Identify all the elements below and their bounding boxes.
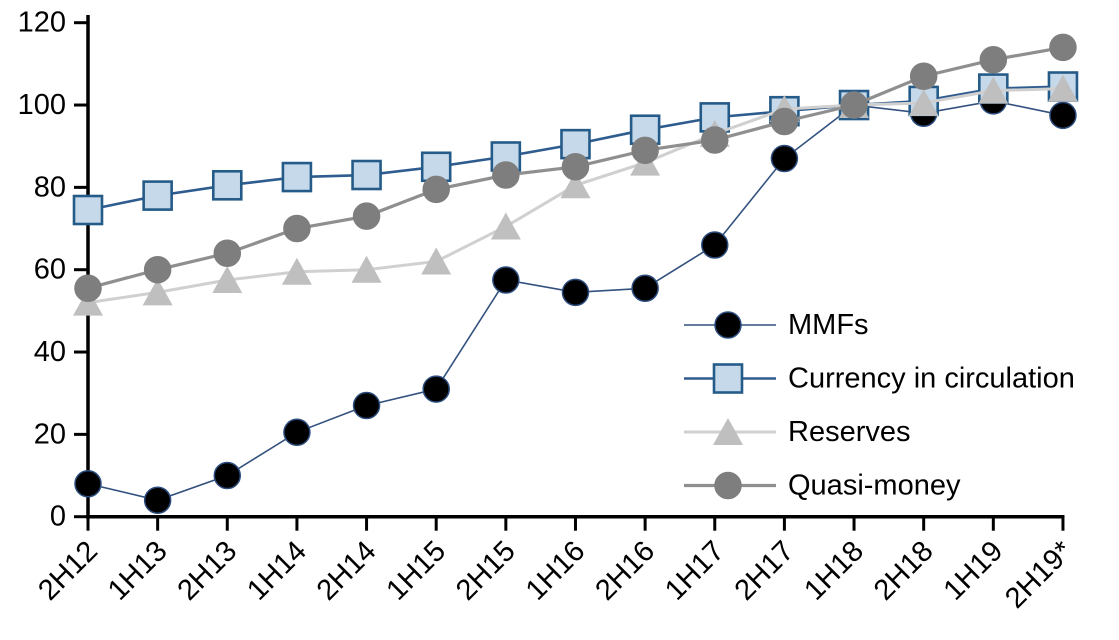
data-point-marker (143, 255, 172, 284)
x-tick-label: 1H14 (241, 535, 313, 607)
data-point-marker (631, 274, 659, 302)
x-tick-label: 1H15 (380, 535, 452, 607)
data-point-marker (281, 257, 312, 285)
legend-label: Quasi-money (788, 470, 961, 502)
x-tick-label: 1H18 (798, 535, 870, 607)
data-point-marker (213, 461, 242, 490)
data-point-marker (422, 375, 450, 403)
data-point-marker (492, 161, 520, 189)
x-tick-label: 2H18 (868, 535, 940, 607)
x-axis: 2H121H132H131H142H141H152H151H162H161H17… (32, 514, 1079, 615)
data-point-marker (351, 159, 382, 191)
data-point-marker (714, 311, 742, 339)
legend: MMFs Currency in circulation Reserves Quasi… (684, 309, 1075, 502)
y-tick-label: 0 (50, 501, 66, 533)
data-point-marker (351, 255, 382, 283)
data-point-marker (979, 45, 1008, 74)
data-point-marker (561, 278, 590, 307)
y-tick-label: 40 (34, 336, 66, 368)
data-point-marker (212, 265, 243, 293)
data-point-marker (211, 170, 243, 201)
data-point-marker (701, 231, 729, 259)
data-point-marker (1049, 101, 1077, 130)
data-point-marker (978, 76, 1009, 104)
data-point-marker (281, 161, 313, 193)
data-point-marker (908, 88, 939, 116)
data-point-marker (283, 418, 311, 447)
x-tick-label: 2H14 (311, 535, 383, 607)
data-point-marker (840, 91, 868, 119)
data-point-marker (352, 391, 381, 420)
data-point-marker (421, 247, 452, 275)
data-point-marker (909, 62, 938, 90)
x-tick-label: 1H16 (520, 535, 592, 607)
data-point-marker (631, 136, 659, 165)
data-point-marker (213, 239, 242, 267)
x-tick-label: 2H12 (32, 535, 104, 607)
data-point-marker (73, 288, 103, 316)
data-point-marker (712, 363, 744, 394)
series-mmfs (74, 87, 1077, 514)
x-tick-label: 2H17 (729, 535, 801, 607)
data-point-marker (352, 202, 381, 230)
legend-label: Currency in circulation (788, 363, 1075, 395)
data-point-marker (490, 212, 521, 240)
data-point-marker (560, 171, 591, 199)
data-point-marker (561, 153, 590, 181)
y-tick-label: 120 (18, 7, 66, 39)
y-tick-label: 60 (34, 254, 66, 286)
legend-label: MMFs (788, 309, 869, 341)
x-tick-label: 1H19 (938, 535, 1010, 607)
x-tick-label: 2H15 (450, 535, 522, 607)
data-point-marker (142, 180, 173, 211)
x-tick-label: 2H16 (589, 535, 661, 607)
data-point-marker (72, 194, 104, 226)
y-tick-label: 20 (34, 418, 66, 450)
x-tick-label: 1H17 (659, 535, 731, 607)
x-tick-label: 2H13 (172, 535, 244, 607)
legend-item-quasi-money: Quasi-money (684, 470, 961, 502)
data-point-marker (283, 214, 311, 243)
data-point-marker (143, 486, 172, 514)
data-point-marker (492, 266, 520, 294)
data-point-marker (714, 471, 742, 500)
data-point-marker (770, 144, 799, 173)
legend-item-reserves: Reserves (684, 416, 911, 448)
data-point-marker (1049, 33, 1077, 62)
x-tick-label: 2H19* (999, 535, 1079, 615)
y-axis: 0 20 40 60 80 100 120 (18, 7, 90, 533)
legend-item-mmfs: MMFs (684, 309, 869, 341)
data-point-marker (422, 175, 450, 204)
y-tick-label: 100 (18, 89, 66, 121)
data-point-marker (770, 107, 799, 136)
x-tick-label: 1H13 (102, 535, 174, 607)
legend-item-currency-in-circulation: Currency in circulation (684, 363, 1075, 395)
y-tick-label: 80 (34, 171, 66, 203)
data-point-marker (701, 126, 729, 154)
series-quasi-money (74, 33, 1077, 302)
legend-label: Reserves (788, 416, 911, 448)
data-point-marker (1047, 74, 1078, 102)
data-point-marker (713, 418, 743, 445)
data-point-marker (142, 278, 173, 306)
data-point-marker (74, 274, 102, 302)
data-point-marker (74, 470, 102, 498)
